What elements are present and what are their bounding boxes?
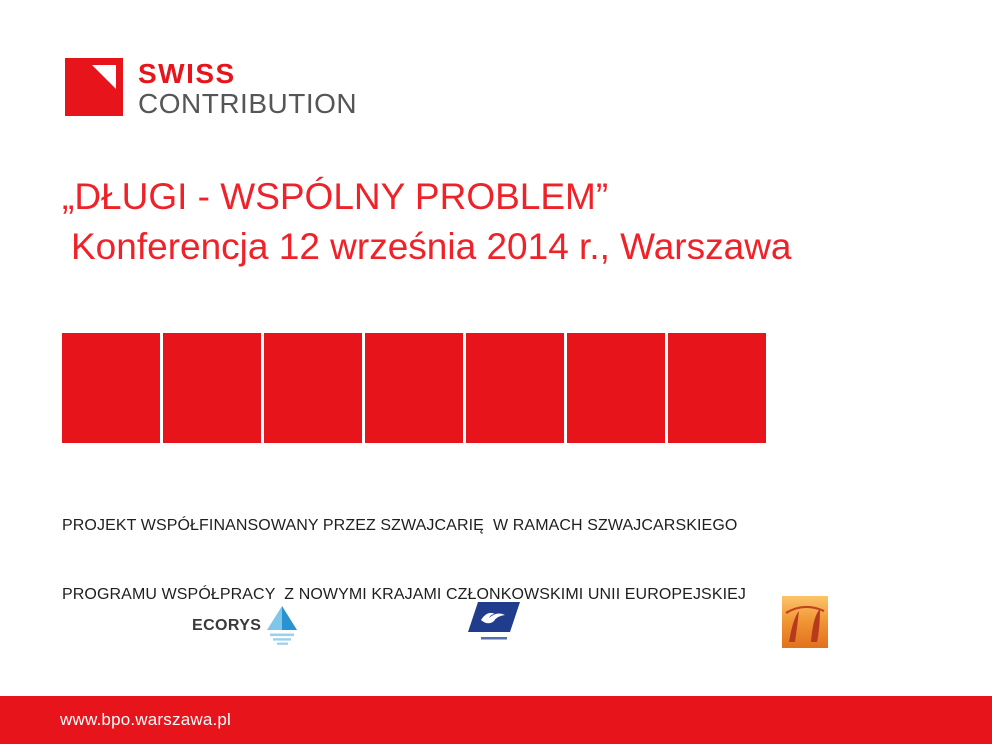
banner-segment xyxy=(264,333,362,443)
navy-flag-seagull-logo xyxy=(468,602,520,649)
ecorys-triangle-icon xyxy=(267,606,298,655)
red-banner xyxy=(62,333,766,443)
ecorys-logo: ECORYS xyxy=(192,606,298,655)
footer-bar: www.bpo.warszawa.pl xyxy=(0,696,992,744)
logo-swiss-text: SWISS xyxy=(138,58,236,89)
slide-title: „DŁUGI - WSPÓLNY PROBLEM” Konferencja 12… xyxy=(62,172,792,272)
disclaimer-line2: PROGRAMU WSPÓŁPRACY Z NOWYMI KRAJAMI CZŁ… xyxy=(62,586,747,603)
ecorys-wordmark: ECORYS xyxy=(192,616,262,634)
swiss-contribution-logo: SWISS CONTRIBUTION xyxy=(65,58,357,119)
banner-segment xyxy=(62,333,160,443)
banner-segment xyxy=(163,333,261,443)
swiss-contribution-wordmark: SWISS CONTRIBUTION xyxy=(138,58,357,119)
swiss-contribution-logo-icon xyxy=(65,58,123,116)
footer-url: www.bpo.warszawa.pl xyxy=(60,710,232,729)
logo-contribution-text: CONTRIBUTION xyxy=(138,88,358,119)
orange-abstract-painting-icon xyxy=(782,596,828,652)
banner-segment xyxy=(466,333,564,443)
cofinancing-disclaimer: PROJEKT WSPÓŁFINANSOWANY PRZEZ SZWAJCARI… xyxy=(62,468,746,652)
disclaimer-line1: PROJEKT WSPÓŁFINANSOWANY PRZEZ SZWAJCARI… xyxy=(62,517,738,534)
orange-abstract-logo xyxy=(782,596,828,653)
navy-flag-seagull-icon xyxy=(468,602,520,648)
slide-title-line2: Konferencja 12 września 2014 r., Warszaw… xyxy=(71,226,792,267)
banner-segment xyxy=(668,333,766,443)
slide-title-line1: „DŁUGI - WSPÓLNY PROBLEM” xyxy=(62,176,609,217)
banner-segment xyxy=(567,333,665,443)
banner-segment xyxy=(365,333,463,443)
